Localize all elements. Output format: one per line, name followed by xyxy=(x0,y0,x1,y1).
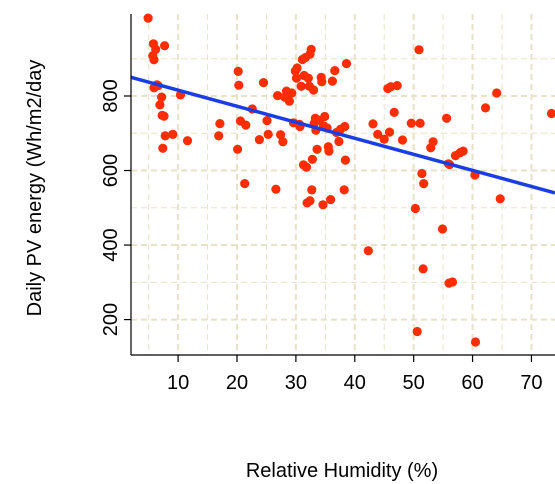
data-point xyxy=(258,78,269,88)
y-tick-label: 200 xyxy=(100,303,122,336)
trend-line-group xyxy=(130,75,555,195)
data-point xyxy=(546,108,555,119)
data-point xyxy=(143,13,153,23)
data-point xyxy=(182,136,193,146)
y-tick-label: 600 xyxy=(100,154,122,187)
data-point xyxy=(160,131,170,141)
data-point xyxy=(296,81,306,91)
data-point xyxy=(470,337,481,347)
data-point xyxy=(363,246,373,256)
data-point xyxy=(160,41,170,51)
data-point xyxy=(492,88,502,98)
data-point xyxy=(215,119,225,129)
data-point xyxy=(326,195,336,205)
data-point xyxy=(447,277,458,287)
data-point xyxy=(428,137,438,147)
data-point xyxy=(234,80,244,90)
data-point xyxy=(303,73,313,83)
data-point xyxy=(412,326,422,337)
data-point xyxy=(418,264,428,274)
data-point xyxy=(389,107,399,117)
data-point xyxy=(495,194,505,204)
data-point xyxy=(397,135,408,145)
data-point xyxy=(379,134,389,144)
data-point xyxy=(278,137,288,147)
x-tick-label: 50 xyxy=(403,372,425,394)
data-point xyxy=(368,119,378,129)
data-point xyxy=(307,154,317,164)
data-point xyxy=(307,185,317,195)
data-point xyxy=(480,103,491,113)
data-point xyxy=(318,200,328,210)
data-point xyxy=(327,76,337,86)
data-point xyxy=(263,129,273,139)
data-point xyxy=(287,88,297,98)
data-point xyxy=(458,146,468,156)
data-point xyxy=(340,155,350,165)
data-point xyxy=(214,131,224,141)
data-point xyxy=(317,77,327,87)
x-tick-label: 40 xyxy=(344,372,366,394)
data-point xyxy=(291,73,302,83)
x-tick-label: 30 xyxy=(285,372,307,394)
data-point xyxy=(312,144,322,154)
data-point xyxy=(324,146,334,156)
data-point xyxy=(406,118,416,128)
tick-labels: 10 20 30 40 50 60 70 200 400 600 800 xyxy=(100,79,543,394)
data-point xyxy=(306,44,316,55)
data-point xyxy=(276,130,286,140)
data-point xyxy=(415,118,425,128)
y-axis-title: Daily PV energy (Wh/m2/day xyxy=(24,60,46,317)
data-point xyxy=(159,111,169,121)
data-point xyxy=(273,91,283,101)
data-point xyxy=(339,185,349,195)
data-point xyxy=(341,59,352,69)
data-point xyxy=(240,179,250,189)
x-tick-label: 60 xyxy=(461,372,483,394)
data-point xyxy=(340,121,350,132)
data-point xyxy=(155,100,165,110)
axes xyxy=(130,14,555,356)
data-point xyxy=(262,116,272,126)
data-point xyxy=(437,224,448,234)
y-tick-label: 400 xyxy=(100,228,122,261)
data-point xyxy=(305,196,315,206)
data-point xyxy=(301,162,312,172)
data-points xyxy=(143,13,555,347)
data-point xyxy=(168,129,178,139)
data-point xyxy=(392,81,402,91)
data-point xyxy=(157,92,167,102)
data-point xyxy=(254,135,264,145)
data-point xyxy=(233,144,243,154)
data-point xyxy=(309,85,319,95)
data-point xyxy=(271,184,281,194)
data-point xyxy=(284,96,294,106)
data-point xyxy=(334,136,344,147)
data-point xyxy=(410,203,420,214)
data-point xyxy=(149,55,159,65)
data-point xyxy=(373,129,383,139)
x-axis-title: Relative Humidity (%) xyxy=(246,460,438,482)
x-tick-label: 20 xyxy=(226,372,248,394)
x-tick-label: 70 xyxy=(520,372,542,394)
data-point xyxy=(417,168,427,179)
data-point xyxy=(419,179,429,189)
data-point xyxy=(330,66,340,76)
data-point xyxy=(151,44,161,55)
y-tick-label: 800 xyxy=(100,79,122,112)
trend-line xyxy=(130,75,555,195)
data-point xyxy=(442,113,452,123)
data-point xyxy=(320,111,330,122)
data-point xyxy=(414,45,424,55)
data-point xyxy=(158,143,168,153)
data-point xyxy=(384,127,395,137)
data-point xyxy=(233,66,243,76)
data-point xyxy=(292,63,302,73)
data-point xyxy=(241,120,251,130)
x-tick-label: 10 xyxy=(167,372,189,394)
